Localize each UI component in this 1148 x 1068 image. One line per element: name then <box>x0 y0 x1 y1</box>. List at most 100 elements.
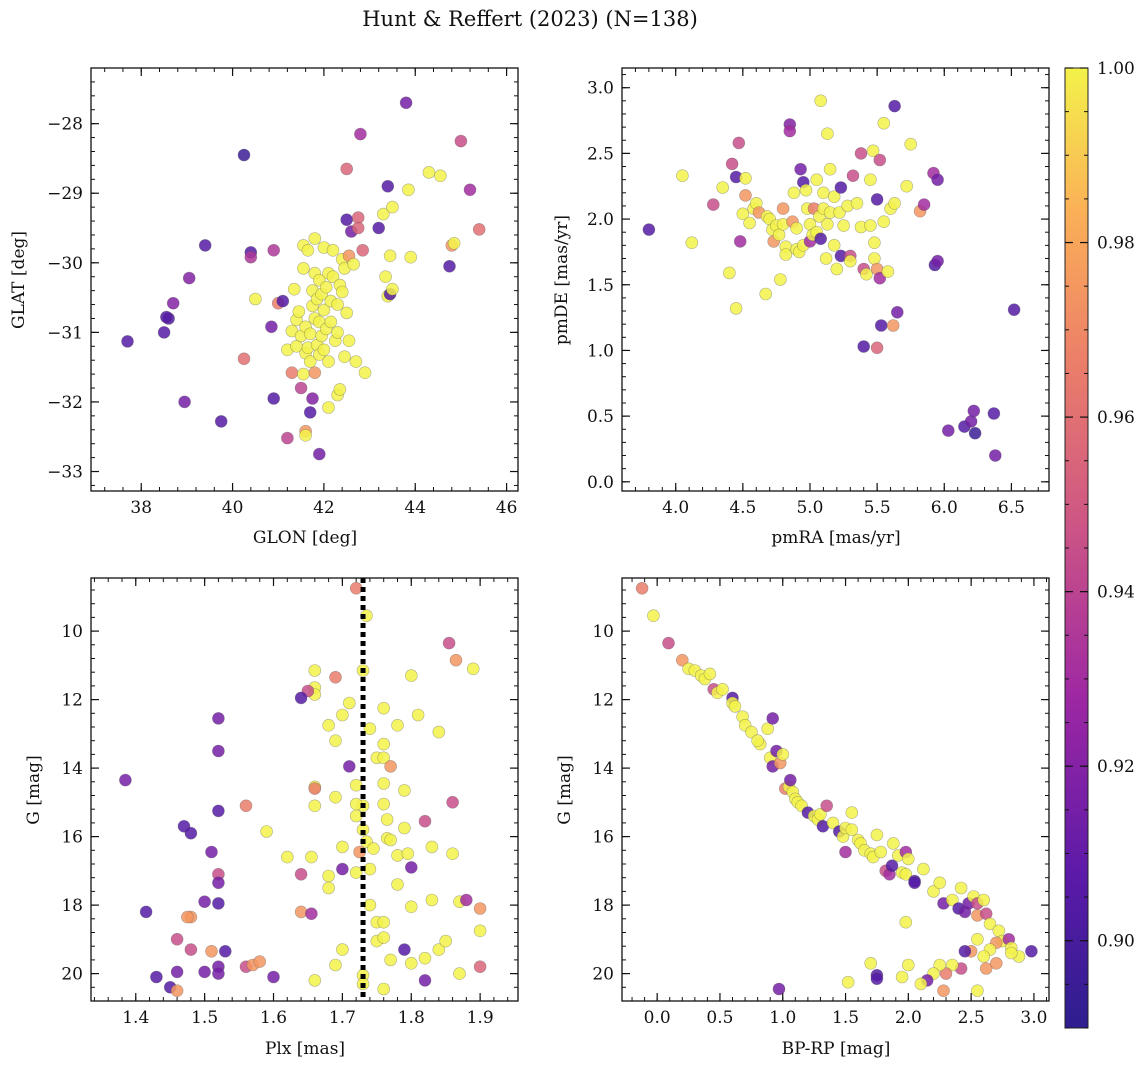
scatter-point <box>121 335 134 348</box>
scatter-point <box>333 383 347 396</box>
scatter-point <box>874 319 888 332</box>
scatter-point <box>958 944 972 958</box>
scatter-point <box>759 287 773 301</box>
x-tick-label: 40 <box>222 498 244 518</box>
scatter-point <box>212 744 225 758</box>
x-tick-label: 1.6 <box>260 1008 287 1028</box>
scatter-point <box>901 852 915 866</box>
scatter-point <box>322 881 335 895</box>
scatter-point <box>904 137 918 151</box>
scatter-point <box>830 262 844 276</box>
scatter-point <box>336 943 349 956</box>
scatter-point <box>372 221 386 235</box>
scatter-point <box>377 797 391 811</box>
scatter-point <box>317 303 331 317</box>
scatter-point <box>329 790 342 804</box>
scatter-point <box>751 734 764 748</box>
scatter-point <box>728 700 742 713</box>
scatter-point <box>716 682 729 696</box>
scatter-point <box>463 183 477 197</box>
y-tick-label: 16 <box>61 828 83 848</box>
scatter-point <box>814 232 828 246</box>
scatter-point <box>205 944 218 958</box>
scatter-point <box>783 124 797 138</box>
y-tick-label: 18 <box>61 896 83 916</box>
scatter-point <box>446 847 459 861</box>
plx-g-ylabel: G [mag] <box>24 755 44 824</box>
scatter-point <box>308 232 322 245</box>
scatter-point <box>322 401 335 414</box>
scatter-point <box>305 850 318 864</box>
scatter-point <box>212 804 225 818</box>
scatter-point <box>877 215 891 228</box>
x-tick-label: 4.5 <box>729 498 756 518</box>
scatter-point <box>447 237 461 250</box>
x-tick-label: 4.0 <box>662 498 689 518</box>
scatter-point <box>860 267 873 281</box>
scatter-point <box>312 447 326 461</box>
y-tick-label: −28 <box>47 115 83 135</box>
scatter-point <box>182 271 196 285</box>
scatter-point <box>979 962 993 975</box>
scatter-point <box>900 179 914 193</box>
x-tick-label: 5.5 <box>864 498 891 518</box>
scatter-point <box>857 340 871 353</box>
scatter-point <box>466 662 480 676</box>
x-tick-label: 3.0 <box>1020 1008 1047 1028</box>
colorbar: 0.90 0.92 0.94 0.96 0.98 1.00 <box>1064 59 1135 1029</box>
pmra-pmde-ylabel: pmDE [mas/yr] <box>552 215 572 345</box>
bprp-g-panel: BP-RP [mag] G [mag] 0.0 0.5 1.0 1.5 2.0 2.5 3.… <box>555 577 1050 1059</box>
scatter-point <box>377 982 391 996</box>
scatter-point <box>733 235 747 248</box>
scatter-point <box>814 94 828 108</box>
scatter-point <box>810 173 824 186</box>
scatter-point <box>379 270 392 284</box>
scatter-point <box>281 431 294 445</box>
colorbar-tick-label: 0.90 <box>1097 932 1135 952</box>
y-tick-label: 2.0 <box>587 210 614 230</box>
scatter-point <box>391 718 404 732</box>
scatter-point <box>212 967 225 980</box>
scatter-point <box>779 248 793 261</box>
scatter-point <box>422 166 436 179</box>
scatter-point <box>971 984 984 998</box>
scatter-point <box>404 250 418 264</box>
scatter-point <box>363 722 377 736</box>
y-tick-label: 14 <box>61 759 83 779</box>
x-tick-label: 1.4 <box>122 1008 149 1028</box>
scatter-point <box>432 725 446 739</box>
scatter-point <box>833 206 846 219</box>
scatter-point <box>888 197 901 210</box>
scatter-point <box>253 955 267 968</box>
scatter-point <box>931 173 944 186</box>
scatter-point <box>303 355 317 368</box>
y-tick-label: 0.5 <box>587 407 614 427</box>
scatter-point <box>317 343 331 357</box>
scatter-point <box>287 282 301 296</box>
scatter-point <box>398 943 411 956</box>
colorbar-tick-label: 0.96 <box>1097 408 1135 428</box>
scatter-point <box>381 180 395 193</box>
scatter-point <box>837 219 850 232</box>
scatter-point <box>367 842 380 855</box>
scatter-point <box>342 696 356 710</box>
scatter-point <box>1007 303 1021 317</box>
scatter-point <box>821 218 834 231</box>
scatter-point <box>336 708 349 722</box>
x-tick-label: 42 <box>313 498 335 518</box>
plx-g-axes-frame <box>90 577 519 1002</box>
scatter-point <box>336 862 349 876</box>
scatter-point <box>285 366 299 380</box>
scatter-point <box>725 157 739 171</box>
scatter-point <box>761 722 775 736</box>
scatter-point <box>983 917 997 931</box>
scatter-point <box>927 885 940 898</box>
glon-glat-xlabel: GLON [deg] <box>253 528 357 548</box>
scatter-point <box>214 415 228 428</box>
scatter-point <box>308 366 322 380</box>
glon-glat-axes-frame <box>90 67 519 492</box>
scatter-point <box>941 424 955 437</box>
scatter-point <box>473 960 487 974</box>
scatter-point <box>1004 946 1018 960</box>
scatter-point <box>937 984 950 998</box>
